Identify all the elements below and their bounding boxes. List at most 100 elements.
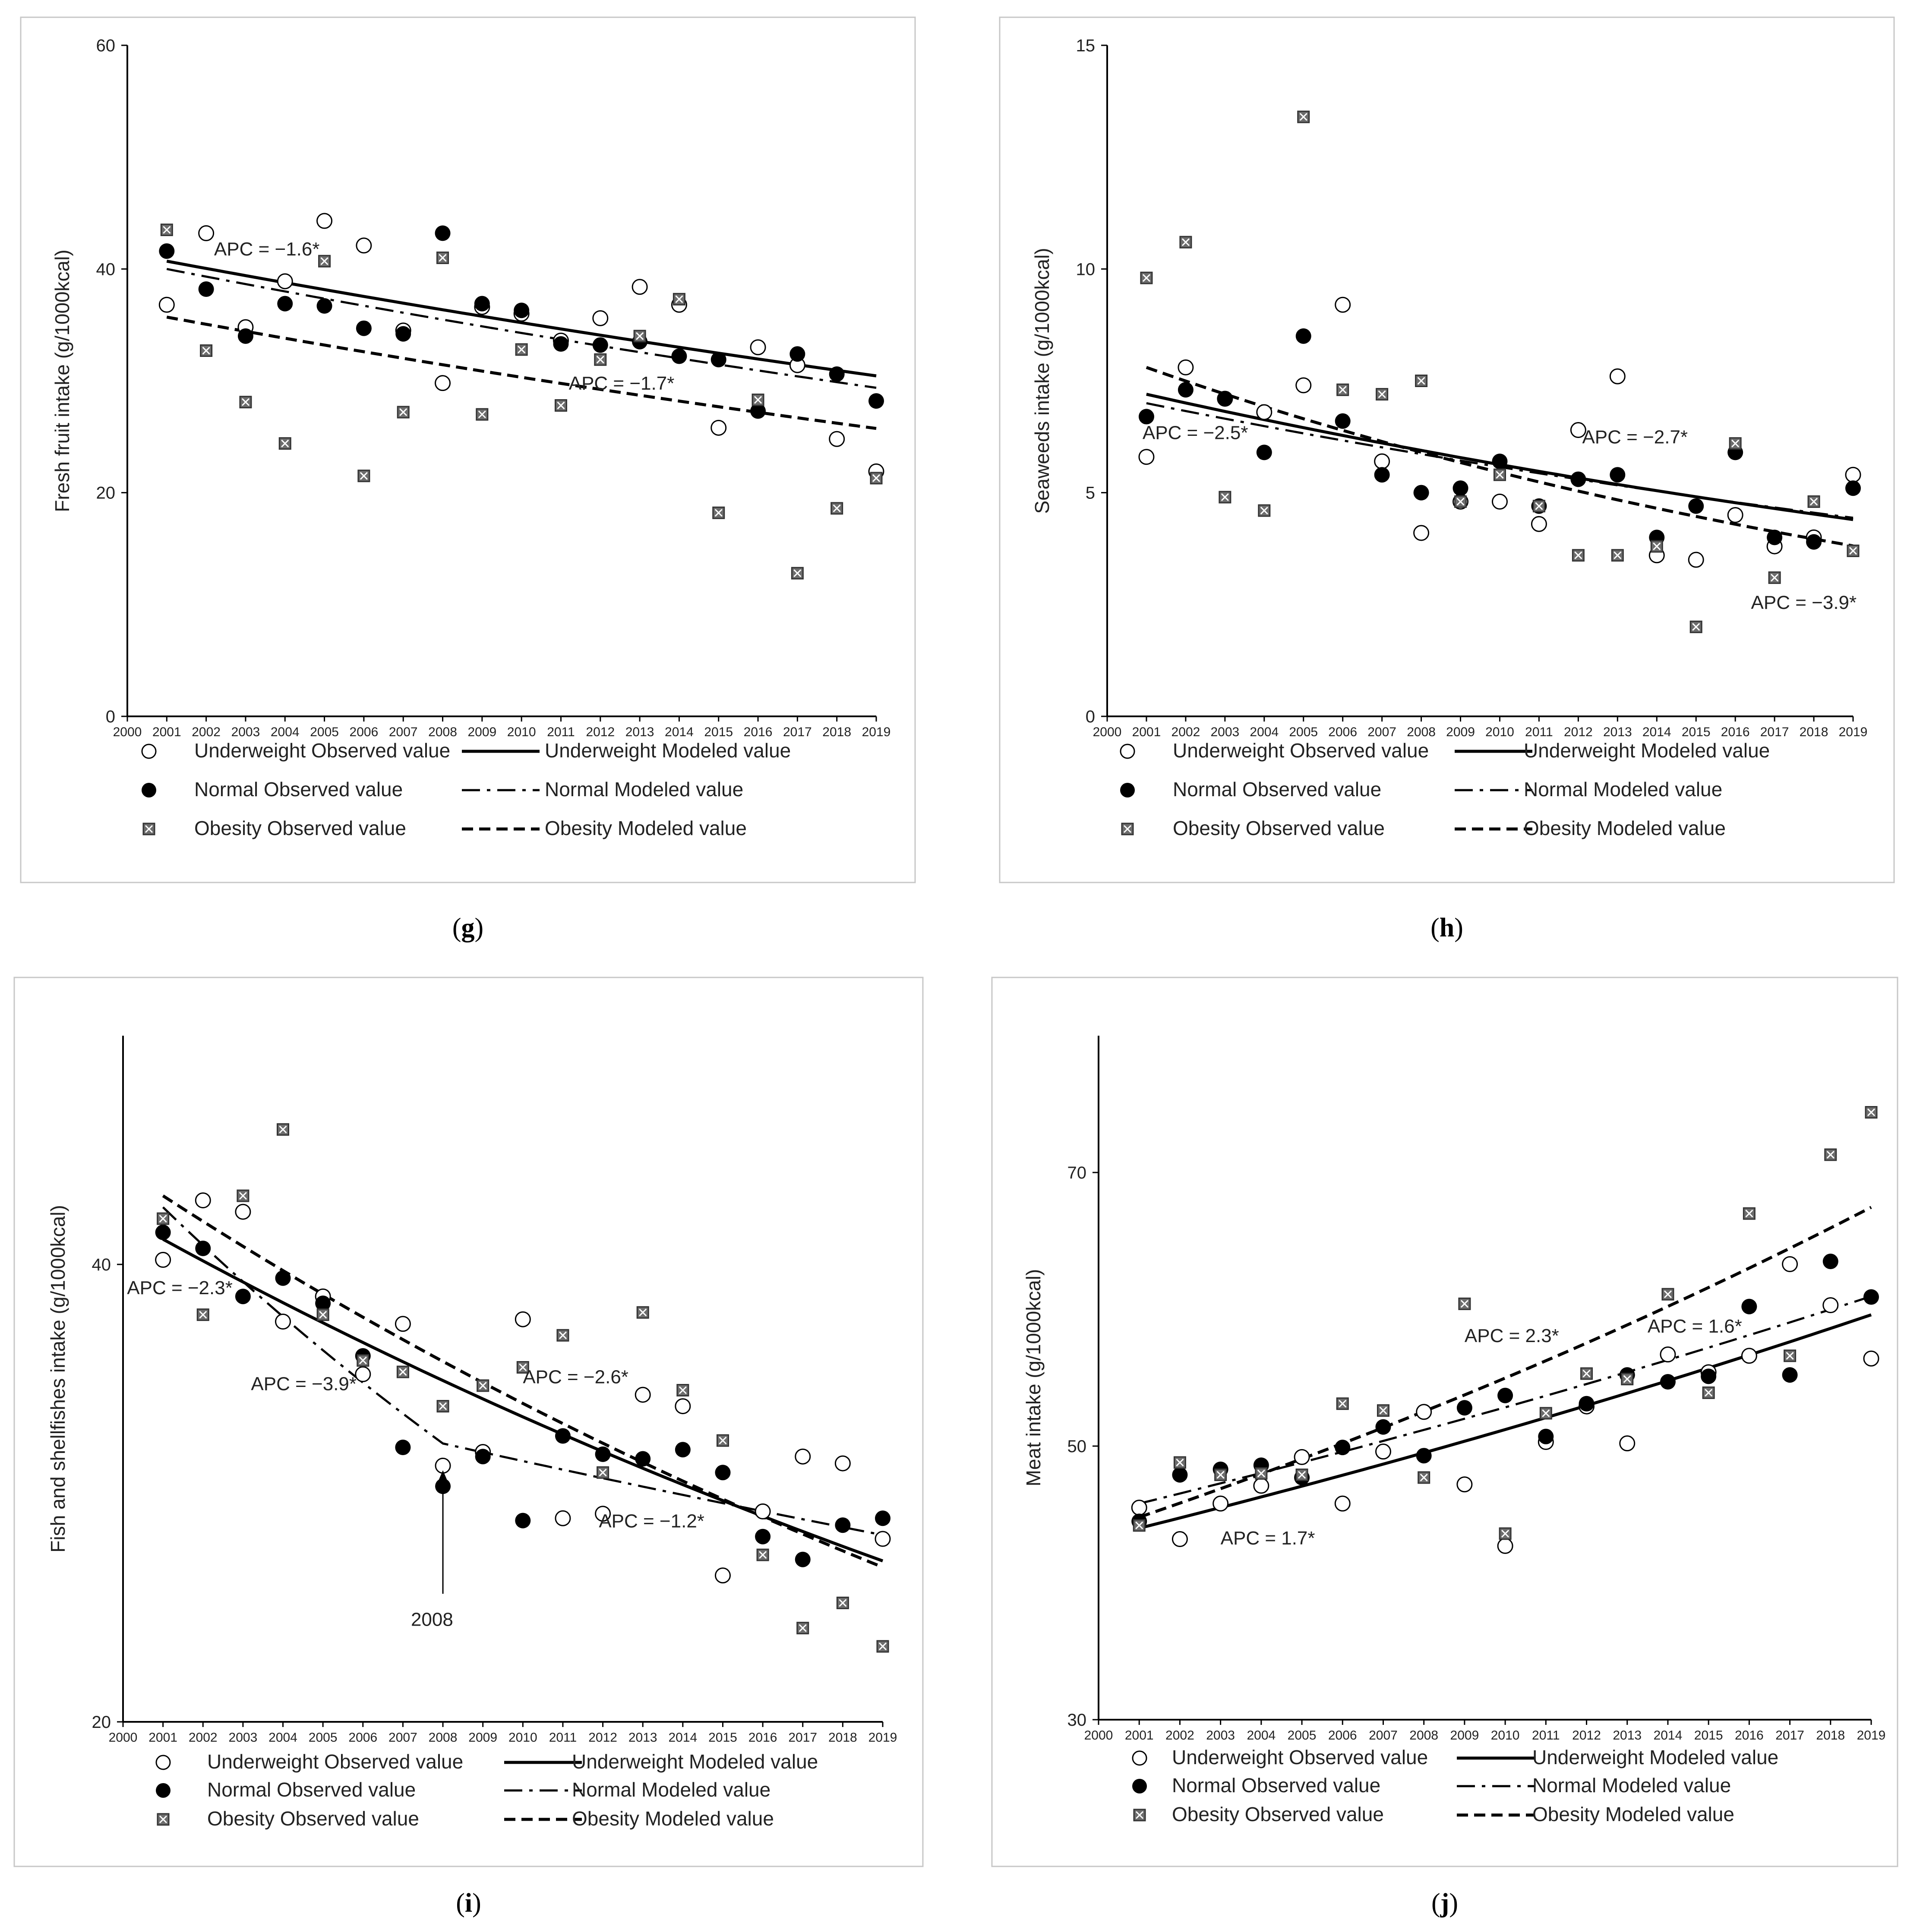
underweight-observed-point (1727, 507, 1743, 523)
x-tick-label: 2004 (1247, 1728, 1276, 1743)
obesity-observed-point (436, 1400, 449, 1413)
obesity-observed-point (157, 1212, 170, 1225)
obesity-marker-box (515, 343, 528, 356)
underweight-observed-point (1491, 493, 1508, 510)
caption-letter: g (461, 913, 475, 942)
legend-obesity-cross (145, 825, 153, 833)
x-tick-label: 2016 (744, 725, 773, 739)
underweight-observed-point (355, 1366, 371, 1382)
obesity-marker-cross (279, 1125, 287, 1134)
obesity-marker-cross (479, 1381, 487, 1390)
normal-observed-point (829, 366, 845, 382)
normal-observed-point (159, 243, 175, 259)
obesity-marker-cross (679, 1386, 687, 1394)
obesity-observed-point (476, 408, 489, 421)
normal-observed-point (356, 320, 372, 336)
legend-normal-observed-label: Normal Observed value (1173, 778, 1381, 801)
x-tick-label: 2007 (389, 725, 418, 739)
normal-observed-point (235, 1289, 251, 1305)
underweight-observed-point (1295, 377, 1312, 394)
obesity-observed-point (1415, 375, 1428, 387)
obesity-observed-point (1336, 1397, 1349, 1410)
normal-observed-point (1782, 1367, 1798, 1383)
caption-open-paren: ( (456, 1888, 465, 1918)
underweight-observed-point (1256, 404, 1273, 420)
obesity-marker-cross (319, 1311, 327, 1319)
normal-observed-point (710, 352, 726, 368)
y-tick-label: 60 (96, 36, 116, 55)
normal-observed-point (555, 1428, 571, 1444)
y-tick-label: 30 (1067, 1711, 1087, 1730)
legend-normal-marker (1132, 1779, 1147, 1793)
x-tick-label: 2011 (1525, 725, 1553, 739)
normal-observed-point (515, 1513, 531, 1529)
obesity-marker-box (1729, 437, 1742, 450)
underweight-observed-point (158, 296, 175, 313)
normal-observed-point (275, 1270, 291, 1286)
obesity-observed-point (1219, 491, 1231, 504)
y-tick-label: 0 (1086, 707, 1095, 726)
normal-observed-point (474, 296, 490, 312)
normal-observed-point (395, 1440, 411, 1455)
obesity-marker-box (836, 1596, 849, 1609)
normal-observed-point (835, 1517, 851, 1533)
x-tick-label: 2012 (1572, 1728, 1601, 1743)
obesity-observed-point (318, 255, 331, 268)
obesity-marker-cross (1705, 1389, 1713, 1397)
obesity-marker-cross (639, 1308, 647, 1317)
legend-obesity-modeled-label: Obesity Modeled value (1532, 1803, 1734, 1825)
x-tick-label: 2015 (1682, 725, 1711, 739)
underweight-observed-point (750, 339, 766, 356)
x-tick-label: 2001 (148, 1730, 177, 1745)
x-tick-label: 2010 (508, 1730, 537, 1745)
normal-observed-point (435, 225, 451, 241)
obesity-marker-cross (202, 347, 210, 355)
normal-observed-point (635, 1451, 651, 1467)
obesity-observed-point (1784, 1349, 1797, 1362)
x-tick-label: 2009 (1446, 725, 1475, 739)
obesity-marker-cross (1181, 238, 1190, 246)
obesity-observed-point (396, 1365, 409, 1378)
x-tick-label: 2003 (1210, 725, 1239, 739)
obesity-marker-cross (1623, 1375, 1631, 1383)
legend-obesity-cross (1123, 825, 1132, 833)
obesity-marker-cross (675, 295, 683, 303)
obesity-marker-cross (839, 1599, 847, 1607)
arrow-head (438, 1470, 448, 1482)
x-tick-label: 2011 (549, 1730, 577, 1745)
obesity-marker-box (796, 1622, 809, 1635)
apc-annotation: APC = 2.3* (1465, 1325, 1559, 1346)
obesity-marker-box (716, 1434, 729, 1447)
obesity-observed-point (1729, 437, 1742, 450)
obesity-observed-point (1179, 236, 1192, 249)
apc-annotation: APC = −1.7* (569, 373, 675, 394)
obesity-observed-point (1258, 504, 1271, 517)
x-tick-label: 2016 (1721, 725, 1750, 739)
underweight-observed-point (710, 419, 727, 436)
legend-normal-marker (142, 783, 156, 797)
normal-observed-point (1570, 471, 1586, 487)
obesity-marker-cross (1849, 547, 1857, 555)
obesity-marker-cross (1867, 1108, 1876, 1116)
normal-observed-point (595, 1446, 611, 1462)
x-tick-label: 2005 (1288, 1728, 1317, 1743)
x-tick-label: 2014 (1642, 725, 1671, 739)
x-tick-label: 2001 (1132, 725, 1161, 739)
x-tick-label: 2014 (1654, 1728, 1683, 1743)
x-tick-label: 2015 (704, 725, 733, 739)
legend-underweight-observed-label: Underweight Observed value (194, 739, 450, 762)
legend-obesity-marker (1133, 1809, 1146, 1822)
obesity-marker-cross (719, 1437, 727, 1445)
obesity-observed-point (1458, 1297, 1471, 1310)
y-tick-label: 40 (92, 1255, 111, 1274)
underweight-observed-point (155, 1251, 171, 1268)
x-tick-label: 2002 (192, 725, 221, 739)
obesity-marker-cross (1771, 574, 1779, 582)
obesity-marker-cross (1501, 1529, 1509, 1538)
obesity-observed-point (278, 437, 291, 450)
obesity-marker-cross (1653, 542, 1661, 551)
legend-normal-modeled-label: Normal Modeled value (1524, 778, 1722, 801)
obesity-marker-cross (1614, 551, 1622, 559)
legend-underweight-marker (1132, 1750, 1147, 1766)
